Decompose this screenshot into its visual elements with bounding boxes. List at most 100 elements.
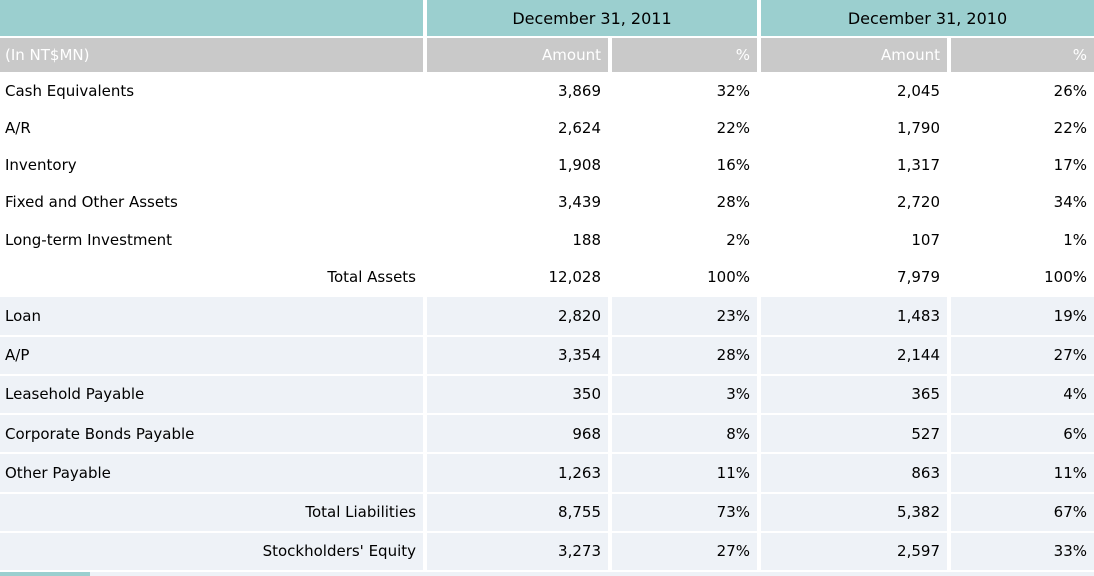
column-divider (947, 38, 951, 72)
column-divider (947, 297, 951, 335)
table-row-ap: A/P 3,354 28% 2,144 27% (0, 334, 1094, 374)
column-divider (757, 532, 761, 571)
unit-label-cell: (In NT$MN) (0, 38, 423, 72)
amount-2011-cell: 12,028 (548, 267, 602, 286)
table-row-loan: Loan 2,820 23% 1,483 19% (0, 295, 1094, 335)
column-divider (423, 454, 427, 492)
amount-2010-cell: 1,317 (897, 156, 940, 175)
column-divider (608, 454, 612, 492)
row-label: Total Liabilities (0, 493, 423, 531)
percent-2010-cell: 33% (951, 532, 1094, 571)
column-group-2010: December 31, 2010 (761, 0, 1094, 36)
column-divider (423, 532, 427, 571)
amount-2010-cell: 107 (911, 230, 940, 249)
column-divider (947, 336, 951, 374)
column-divider (608, 493, 612, 531)
amount-2010-cell: 527 (761, 415, 947, 453)
table-row-stockholders-equity: Stockholders' Equity 3,273 27% 2,597 33% (0, 530, 1094, 571)
amount-2010-cell: 7,979 (897, 267, 940, 286)
amount-2011-cell: 2,624 (558, 118, 601, 137)
column-divider (757, 375, 761, 414)
amount-2010-cell: 2,597 (761, 532, 947, 571)
table-row-corporate-bonds-payable: Corporate Bonds Payable 968 8% 527 6% (0, 413, 1094, 453)
amount-2010-cell: 2,720 (897, 193, 940, 212)
row-label: Other Payable (0, 454, 423, 492)
teal-sliver (0, 572, 90, 576)
column-divider (947, 454, 951, 492)
table-row-ar: A/R 2,624 22% 1,790 22% (0, 109, 1094, 146)
corner-cell (0, 0, 423, 36)
percent-2010-cell: 6% (951, 415, 1094, 453)
column-divider (423, 375, 427, 414)
subheader-row: (In NT$MN) Amount % Amount % (0, 38, 1094, 72)
amount-2010-cell: 1,790 (897, 118, 940, 137)
percent-2011-cell: 32% (716, 81, 750, 100)
row-label: Cash Equivalents (5, 81, 135, 100)
amount-2011-cell: 3,439 (558, 193, 601, 212)
percent-2011-cell: 16% (716, 156, 750, 175)
column-divider (423, 493, 427, 531)
row-label: Total Assets (327, 267, 416, 286)
table-row-fixed-and-other-assets: Fixed and Other Assets 3,439 28% 2,720 3… (0, 184, 1094, 221)
amount-2010-cell: 5,382 (761, 493, 947, 531)
amount-2010-cell: 863 (761, 454, 947, 492)
column-divider (757, 454, 761, 492)
percent-2011-cell: 28% (612, 336, 757, 374)
percent-2010-cell: 67% (951, 493, 1094, 531)
percent-2011-cell: 22% (716, 118, 750, 137)
row-label: Leasehold Payable (0, 375, 423, 414)
percent-2010-cell: 22% (1053, 118, 1087, 137)
percent-2011-cell: 73% (612, 493, 757, 531)
row-divider (0, 36, 1094, 38)
amount-2010-cell: 2,144 (761, 336, 947, 374)
amount-header-2010: Amount (761, 38, 947, 72)
cutoff-next-row-strip (0, 570, 1094, 576)
percent-2011-cell: 28% (716, 193, 750, 212)
amount-2011-cell: 1,263 (427, 454, 608, 492)
percent-2011-cell: 3% (612, 375, 757, 414)
amount-2011-cell: 1,908 (558, 156, 601, 175)
column-divider (757, 493, 761, 531)
strip-rest (90, 572, 1094, 576)
percent-header-2010: % (951, 38, 1094, 72)
column-divider (423, 0, 427, 36)
percent-2010-cell: 1% (1063, 230, 1087, 249)
percent-2011-cell: 23% (612, 297, 757, 335)
column-divider (947, 493, 951, 531)
column-divider (608, 38, 612, 72)
column-group-2011: December 31, 2011 (427, 0, 757, 36)
table-row-cash-equivalents: Cash Equivalents 3,869 32% 2,045 26% (0, 72, 1094, 109)
row-label: A/R (5, 118, 31, 137)
percent-2011-cell: 100% (707, 267, 750, 286)
row-label: Long-term Investment (5, 230, 173, 249)
amount-2011-cell: 350 (427, 375, 608, 414)
percent-2010-cell: 4% (951, 375, 1094, 414)
amount-2011-cell: 2,820 (427, 297, 608, 335)
row-label: Inventory (5, 156, 77, 175)
amount-2011-cell: 3,354 (427, 336, 608, 374)
table-row-inventory: Inventory 1,908 16% 1,317 17% (0, 146, 1094, 183)
column-divider (757, 38, 761, 72)
table-row-other-payable: Other Payable 1,263 11% 863 11% (0, 452, 1094, 492)
percent-2010-cell: 34% (1053, 193, 1087, 212)
percent-2010-cell: 100% (1044, 267, 1087, 286)
column-divider (423, 297, 427, 335)
percent-header-2011: % (612, 38, 757, 72)
table-row-leasehold-payable: Leasehold Payable 350 3% 365 4% (0, 373, 1094, 414)
percent-2011-cell: 27% (612, 532, 757, 571)
column-divider (608, 532, 612, 571)
percent-2010-cell: 19% (951, 297, 1094, 335)
percent-2011-cell: 11% (612, 454, 757, 492)
table-row-total-liabilities: Total Liabilities 8,755 73% 5,382 67% (0, 491, 1094, 531)
column-divider (423, 336, 427, 374)
column-divider (757, 336, 761, 374)
amount-2010-cell: 365 (761, 375, 947, 414)
column-divider (608, 297, 612, 335)
amount-header-2011: Amount (427, 38, 608, 72)
column-divider (757, 297, 761, 335)
table-body: Cash Equivalents 3,869 32% 2,045 26% A/R… (0, 72, 1094, 576)
column-divider (757, 0, 761, 36)
amount-2011-cell: 8,755 (427, 493, 608, 531)
column-divider (423, 415, 427, 453)
